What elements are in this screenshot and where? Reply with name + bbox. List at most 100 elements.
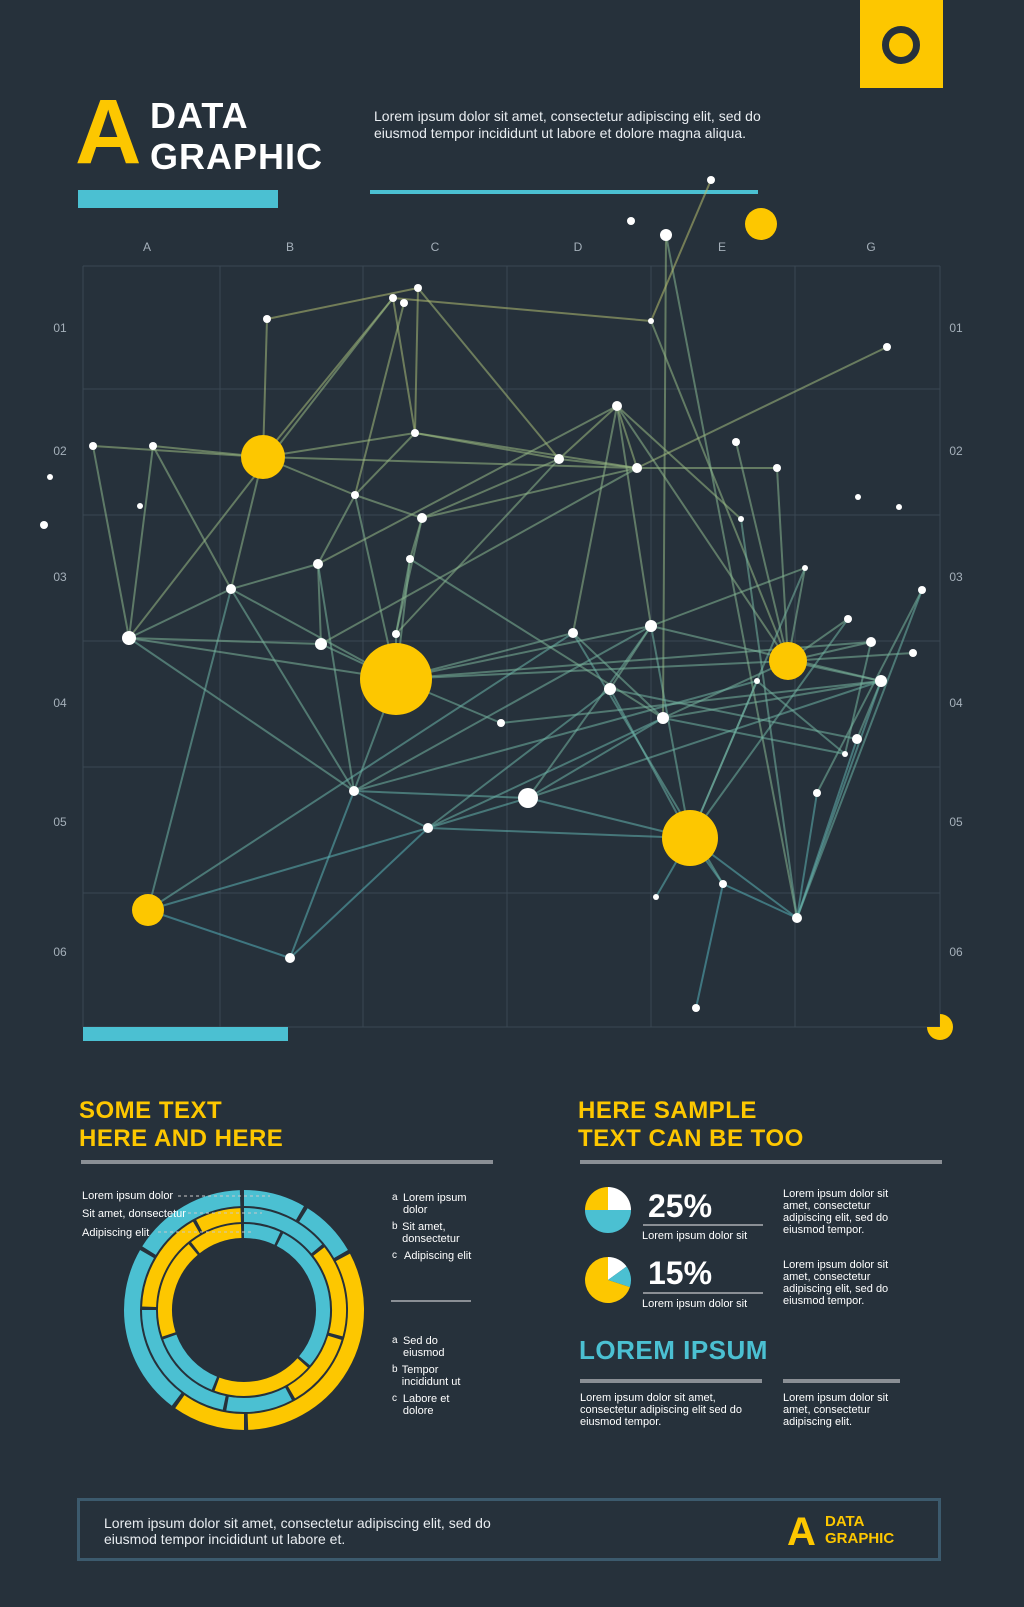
graph-edge: [796, 589, 923, 919]
graph-edge: [147, 909, 291, 959]
graph-node: [719, 880, 727, 888]
graph-edge: [650, 179, 712, 322]
graph-nodes: [40, 176, 953, 1040]
graph-edge: [756, 680, 846, 755]
lorem-ipsum-heading: LOREM IPSUM: [579, 1335, 768, 1365]
graph-node: [497, 719, 505, 727]
graph-edge: [317, 563, 355, 792]
pie-slice: [608, 1257, 627, 1280]
graph-edge: [796, 792, 818, 919]
graph-node: [47, 474, 53, 480]
graph-edge: [395, 625, 652, 680]
graph-edge: [317, 494, 356, 565]
footer-logo-word-data: DATA: [825, 1513, 865, 1530]
graph-node: [122, 631, 136, 645]
donut-segment: [142, 1190, 241, 1256]
graph-edge: [650, 625, 882, 682]
donut-label-2: Sit amet, donsectetur: [82, 1208, 186, 1220]
graph-edge: [689, 618, 849, 839]
column-label: C: [431, 240, 440, 254]
graph-edge: [662, 234, 667, 719]
graph-edge: [616, 405, 652, 627]
graph-node: [883, 343, 891, 351]
row-label-right: 05: [949, 815, 963, 829]
graph-edge: [147, 632, 574, 911]
graph-edge: [353, 790, 429, 829]
pie-slice: [608, 1187, 631, 1210]
row-label-left: 04: [53, 696, 67, 710]
donut-label-1: Lorem ipsum dolor: [82, 1190, 174, 1202]
graph-underline-bar: [83, 1027, 288, 1041]
donut-rings: [124, 1190, 364, 1430]
legend-item: b Sit amet, donsectetur: [392, 1221, 482, 1245]
graph-node: [855, 494, 861, 500]
intro-underline: [370, 190, 758, 194]
graph-edge: [421, 467, 638, 519]
graph-node: [400, 299, 408, 307]
column-label: G: [866, 240, 875, 254]
graph-node: [918, 586, 926, 594]
graph-node: [423, 823, 433, 833]
ring-icon: [882, 26, 920, 64]
graph-edge: [152, 445, 232, 590]
graph-edge: [92, 445, 130, 639]
corner-quarter-dot: [927, 1014, 953, 1040]
donut-segment: [142, 1309, 226, 1410]
column-label: A: [143, 240, 151, 254]
graph-node: [660, 229, 672, 241]
graph-edge: [320, 467, 638, 645]
legend-item: c Adipiscing elit: [392, 1250, 482, 1262]
graph-node: [285, 953, 295, 963]
graph-edge: [354, 432, 416, 496]
graph-edge: [409, 558, 664, 719]
right-heading-line1: HERE SAMPLE: [578, 1097, 757, 1124]
graph-edge: [230, 563, 319, 590]
graph-node: [263, 315, 271, 323]
stat-rule-2: [643, 1292, 763, 1294]
graph-edge: [527, 680, 882, 799]
graph-node-large: [745, 208, 777, 240]
graph-edge: [392, 297, 652, 322]
donut-segment: [163, 1334, 218, 1390]
intro-text: Lorem ipsum dolor sit amet, consectetur …: [374, 108, 761, 141]
legend-text: Tempor incididunt ut: [401, 1364, 461, 1388]
graph-node: [875, 675, 887, 687]
graph-node: [226, 584, 236, 594]
graph-edge: [128, 445, 154, 639]
graph-axis-labels: A B C D E G 01 01 02 02 03 03 04 04 05 05 06 06: [53, 240, 963, 959]
graph-edge: [650, 625, 691, 839]
graph-edge: [740, 518, 798, 919]
donut-segment: [298, 1208, 348, 1259]
footer-text: Lorem ipsum dolor sit amet, consectetur …: [104, 1515, 491, 1547]
legend-letter: a: [392, 1192, 398, 1203]
lorem-body-left: Lorem ipsum dolor sit amet, consectetur …: [580, 1392, 743, 1428]
donut-segment: [243, 1190, 304, 1221]
row-label-right: 06: [949, 945, 963, 959]
legend-text: Labore et dolore: [402, 1393, 450, 1417]
donut-segment: [313, 1247, 347, 1337]
graph-edge: [650, 320, 789, 662]
graph-node: [518, 788, 538, 808]
graph-edge: [662, 680, 882, 719]
graph-node: [612, 401, 622, 411]
stat-caption-2: Lorem ipsum dolor sit: [642, 1298, 748, 1310]
logo-word-data: DATA: [150, 95, 249, 136]
graph-node: [866, 637, 876, 647]
row-label-left: 06: [53, 945, 67, 959]
mini-pie-1: [585, 1187, 631, 1233]
donut-segment: [196, 1208, 242, 1233]
column-label: B: [286, 240, 294, 254]
graph-edge: [128, 637, 322, 645]
donut-segment: [243, 1224, 281, 1245]
graph-edge: [616, 405, 638, 469]
corner-badge: [860, 0, 943, 88]
graph-edge: [722, 883, 798, 919]
graph-node: [852, 734, 862, 744]
graph-node: [137, 503, 143, 509]
donut-segment: [214, 1358, 308, 1396]
column-label: E: [718, 240, 726, 254]
graph-edge: [558, 405, 618, 460]
graph-node: [909, 649, 917, 657]
legend-item: a Sed do eiusmod: [392, 1335, 472, 1359]
graph-node: [896, 504, 902, 510]
